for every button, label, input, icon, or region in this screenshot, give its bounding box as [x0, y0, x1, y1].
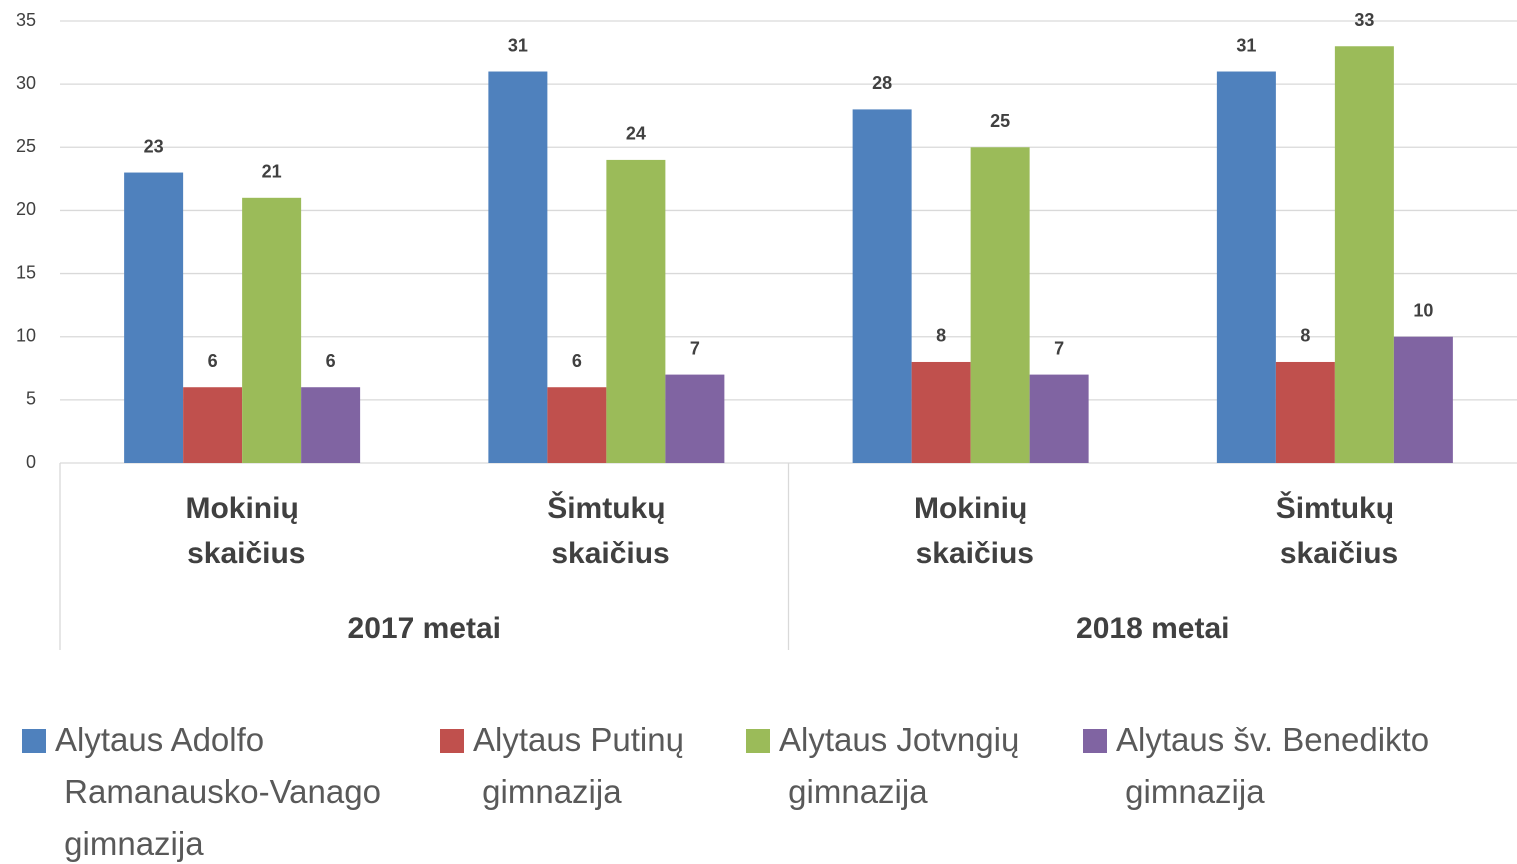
data-label: 25	[990, 111, 1010, 131]
data-label: 6	[208, 351, 218, 371]
bar	[183, 387, 243, 463]
bar	[970, 147, 1030, 464]
bar	[1029, 374, 1089, 463]
legend-label: Alytaus Jotvngių gimnazija	[779, 721, 1019, 810]
x-tick-label: Mokinių skaičius	[907, 492, 1034, 570]
legend-swatch	[22, 729, 46, 753]
bar	[1216, 71, 1276, 463]
bar	[124, 172, 184, 464]
data-label: 6	[572, 351, 582, 371]
data-label: 33	[1354, 10, 1374, 30]
legend-label: Alytaus Putinų gimnazija	[473, 721, 684, 810]
y-tick-label: 20	[16, 199, 36, 219]
y-tick-label: 35	[16, 10, 36, 30]
group-label: 2017 metai	[348, 612, 501, 645]
x-tick-label: Mokinių skaičius	[179, 492, 306, 570]
y-tick-label: 10	[16, 325, 36, 345]
legend-swatch	[440, 729, 464, 753]
data-label: 6	[326, 351, 336, 371]
data-label: 31	[1236, 35, 1256, 55]
data-label: 7	[690, 338, 700, 358]
bar	[1393, 336, 1453, 463]
x-tick-label: Šimtukų skaičius	[1271, 491, 1398, 570]
y-tick-label: 25	[16, 136, 36, 156]
legend-label: Alytaus Adolfo Ramanausko-Vanago gimnazi…	[55, 721, 381, 862]
y-tick-label: 0	[26, 452, 36, 472]
y-tick-label: 30	[16, 73, 36, 93]
x-tick-label: Šimtukų skaičius	[543, 491, 670, 570]
bar	[242, 197, 302, 464]
bar	[547, 387, 607, 463]
data-label: 10	[1413, 300, 1433, 320]
bar	[852, 109, 912, 464]
bar	[606, 159, 666, 463]
bar	[911, 361, 971, 463]
group-label: 2018 metai	[1076, 612, 1229, 645]
data-label: 28	[872, 73, 892, 93]
y-tick-label: 15	[16, 262, 36, 282]
data-label: 31	[508, 35, 528, 55]
bar	[1334, 46, 1394, 463]
bar	[665, 374, 725, 463]
data-label: 21	[262, 162, 282, 182]
data-label: 23	[144, 136, 164, 156]
bar	[488, 71, 548, 463]
legend-swatch	[1083, 729, 1107, 753]
legend-swatch	[746, 729, 770, 753]
bar	[1275, 361, 1335, 463]
data-label: 7	[1054, 338, 1064, 358]
data-label: 8	[936, 326, 946, 346]
data-label: 24	[626, 124, 646, 144]
data-label: 8	[1300, 326, 1310, 346]
y-tick-label: 5	[26, 389, 36, 409]
legend-label: Alytaus šv. Benedikto gimnazija	[1116, 721, 1429, 810]
bar	[301, 387, 361, 463]
